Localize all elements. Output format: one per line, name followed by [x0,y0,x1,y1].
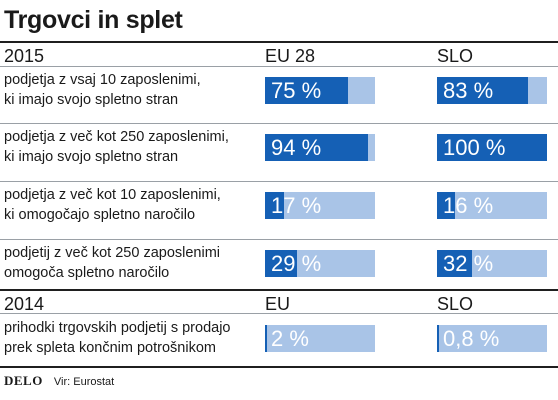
footer: DELO Vir: Eurostat [4,373,114,389]
column-header: SLO [437,294,474,314]
section-divider [0,41,558,43]
bar-value-label: 17 % [271,193,322,218]
bar-track: 16 % [437,192,547,219]
chart-title: Trgovci in splet [4,6,183,34]
bar-fill [265,250,297,277]
bar-fill [437,325,439,352]
row-label: podjetja z vsaj 10 zaposlenimi, ki imajo … [4,70,201,110]
bar-value-label: 2 % [271,326,309,351]
header-separator [0,66,558,67]
section-year: 2015 [4,46,45,66]
source-note: Vir: Eurostat [53,376,115,388]
bar-track: 29 % [265,250,375,277]
bar-value-label: 16 % [443,193,494,218]
bar-value-label: 75 % [271,78,322,103]
bar-value-label: 0,8 % [443,326,500,351]
row-label-line: ki imajo svojo spletno stran [4,92,179,108]
bar-track: 2 % [265,325,375,352]
row-label-line: podjetja z več kot 10 zaposlenimi, [4,187,221,203]
row-separator [0,123,558,124]
bar-track: 17 % [265,192,375,219]
bar-track: 32 % [437,250,547,277]
bar-fill [265,77,348,104]
row-label-line: omogoča spletno naročilo [4,265,170,281]
row-separator [0,239,558,240]
bar-value-label: 94 % [271,135,322,160]
row-label-line: prihodki trgovskih podjetij s prodajo [4,320,231,336]
row-label-line: podjetij z več kot 250 zaposlenimi [4,245,221,261]
bar-track: 94 % [265,134,375,161]
bar-fill [265,134,369,161]
column-header: EU [265,294,291,314]
section-year: 2014 [4,294,45,314]
bar-fill [437,134,547,161]
row-label: podjetja z več kot 10 zaposlenimi, ki omo… [4,185,221,225]
bar-fill [265,325,268,352]
row-label-line: prek spleta končnim potrošnikom [4,340,216,356]
bar-value-label: 32 % [443,251,494,276]
section-divider [0,289,558,291]
header-separator [0,313,558,314]
bar-fill [437,192,455,219]
delo-logo: DELO [4,373,43,388]
row-label: podjetja z več kot 250 zaposlenimi, ki im… [4,127,229,167]
row-label-line: podjetja z več kot 250 zaposlenimi, [4,129,229,145]
row-label-line: ki omogočajo spletno naročilo [4,207,196,223]
bar-fill [437,250,473,277]
bar-fill [437,77,529,104]
bar-track: 0,8 % [437,325,547,352]
bar-track: 100 % [437,134,547,161]
row-label-line: ki imajo svojo spletno stran [4,149,179,165]
row-label: podjetij z več kot 250 zaposlenimi omogoč… [4,243,220,283]
column-header: EU 28 [265,46,316,66]
row-separator [0,181,558,182]
row-label: prihodki trgovskih podjetij s prodajo pre… [4,318,231,358]
column-header: SLO [437,46,474,66]
bar-value-label: 100 % [443,135,506,160]
bar-fill [265,192,284,219]
bottom-divider [0,366,558,368]
bar-track: 75 % [265,77,375,104]
row-label-line: podjetja z vsaj 10 zaposlenimi, [4,72,201,88]
bar-value-label: 83 % [443,78,494,103]
bar-value-label: 29 % [271,251,322,276]
bar-track: 83 % [437,77,547,104]
